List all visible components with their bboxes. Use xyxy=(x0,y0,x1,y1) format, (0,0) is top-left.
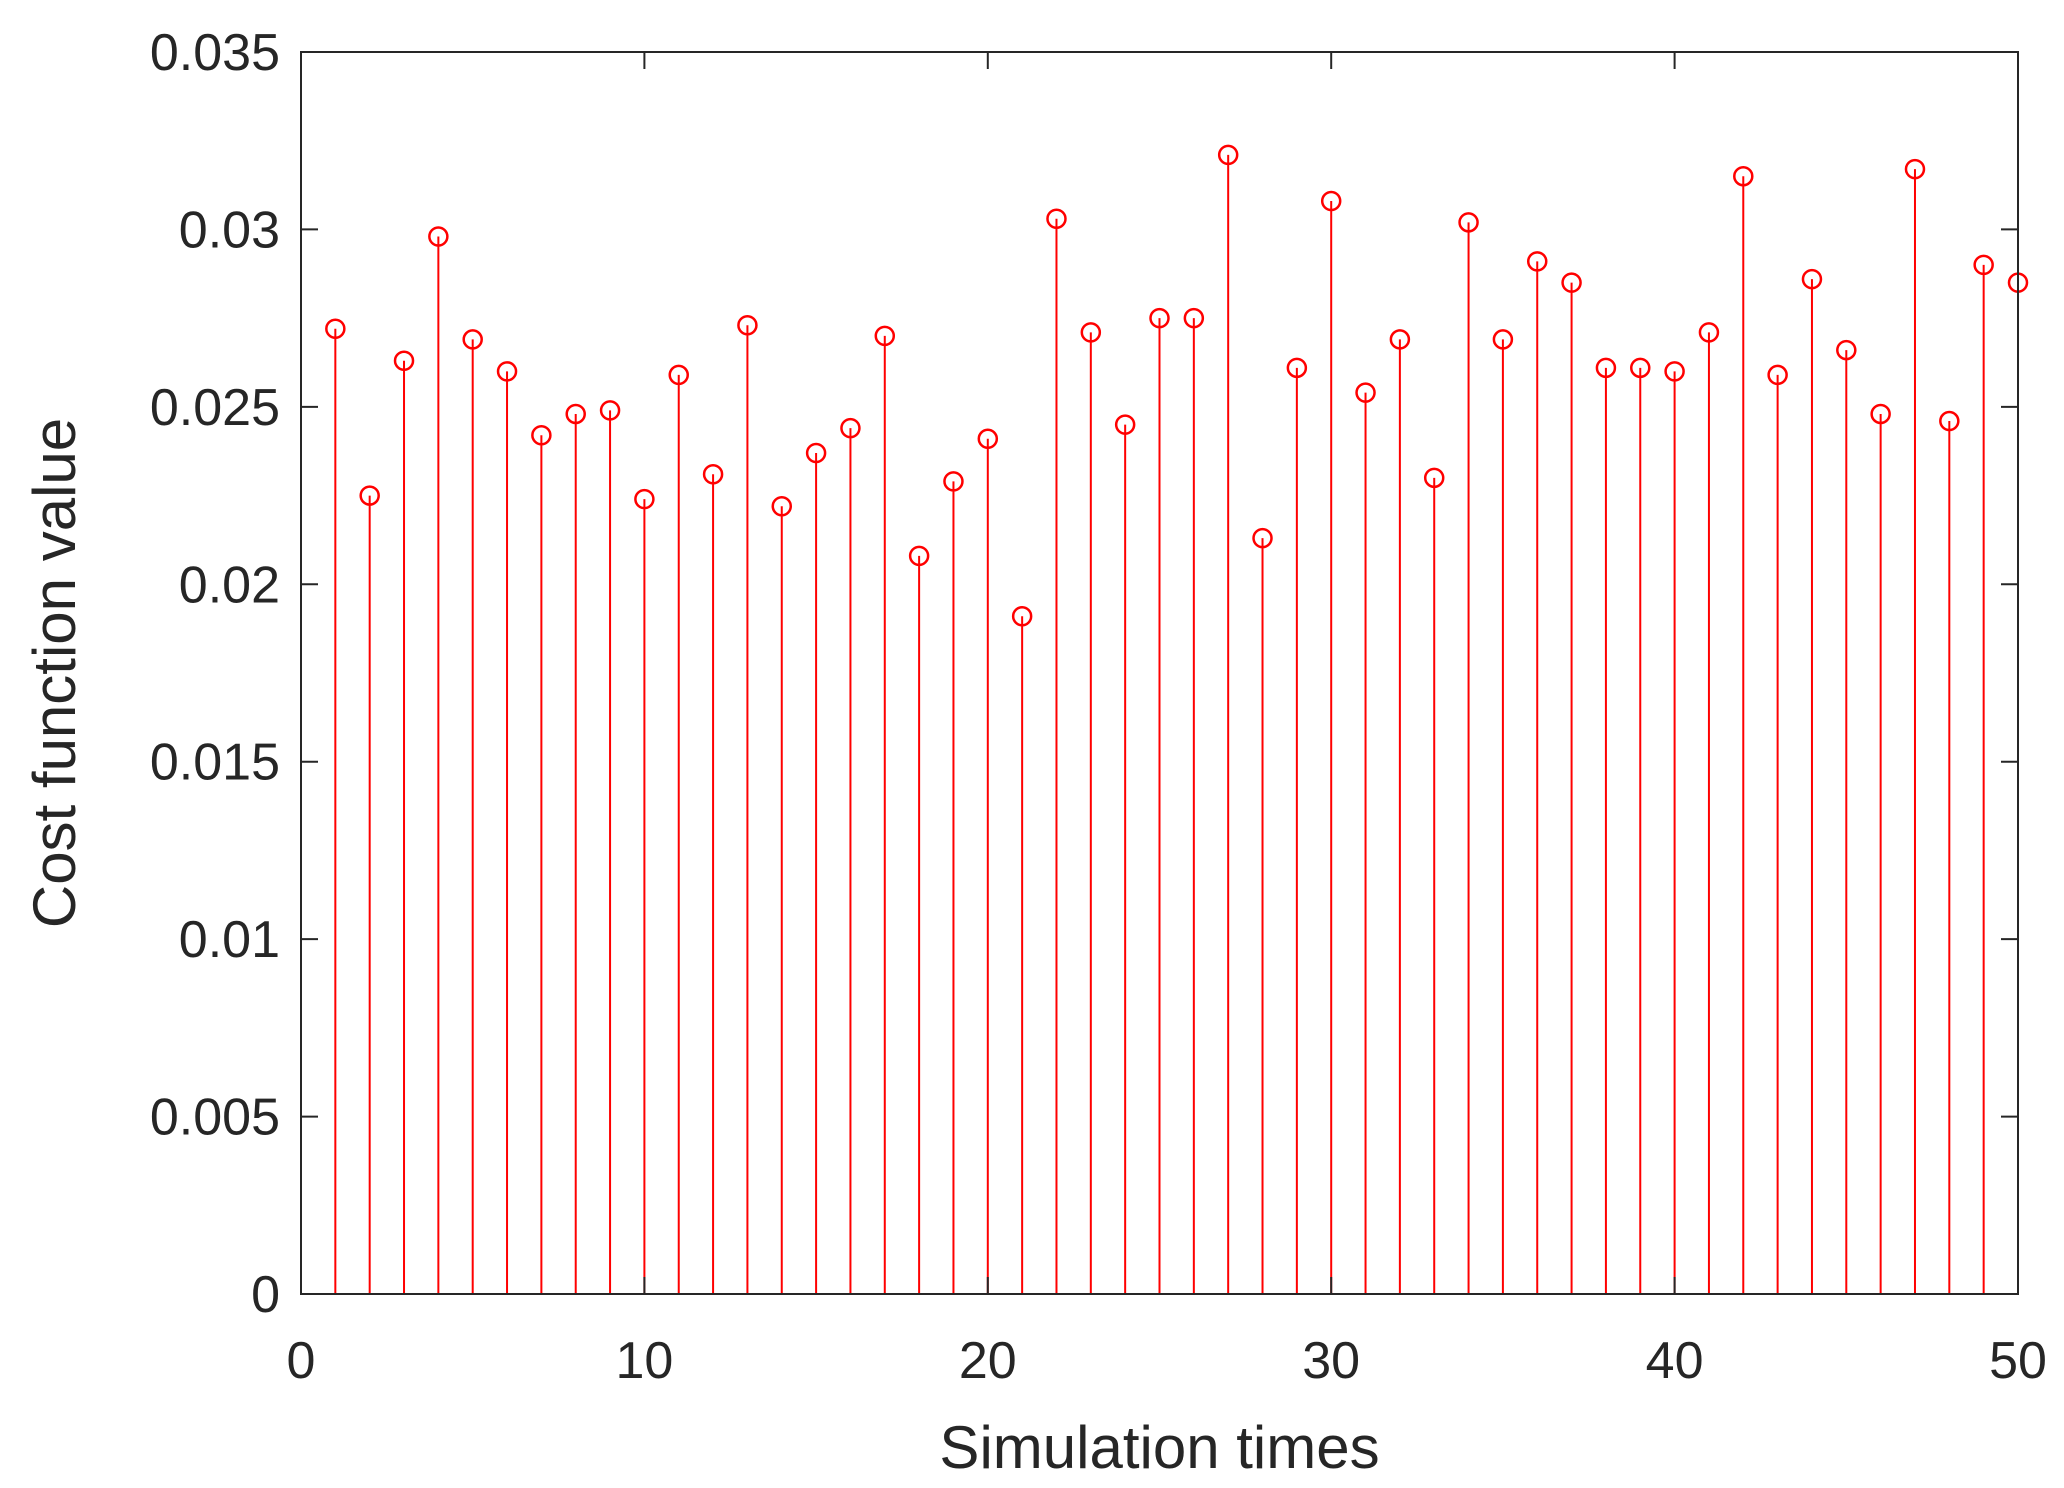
stem-marker xyxy=(1526,251,1548,272)
stem-marker xyxy=(1114,414,1136,435)
plot-frame xyxy=(300,51,2019,1295)
stem-marker xyxy=(874,325,896,347)
stem-marker xyxy=(737,314,758,336)
stem-marker xyxy=(668,364,689,386)
stem-marker xyxy=(1698,322,1720,343)
stem-marker xyxy=(531,424,552,446)
stem-marker xyxy=(1836,339,1857,361)
stem-marker xyxy=(977,428,999,450)
y-tick-labels: 0 0.005 0.01 0.015 0.02 0.025 0.03 0.035 xyxy=(150,24,280,1324)
stem-marker xyxy=(1767,364,1788,386)
stem-marker xyxy=(1423,467,1445,489)
stem-marker xyxy=(1217,144,1239,166)
stem-marker xyxy=(1664,361,1685,382)
x-tick-label: 10 xyxy=(615,1332,673,1390)
stem-marker xyxy=(393,350,415,371)
stem-marker xyxy=(1046,208,1067,230)
stem-marker xyxy=(599,400,621,421)
stem-marker xyxy=(1286,357,1308,379)
x-tick-label: 30 xyxy=(1302,1332,1360,1390)
stem-marker xyxy=(565,403,586,425)
x-axis-label: Simulation times xyxy=(939,1414,1379,1481)
stem-marker xyxy=(1011,605,1033,627)
y-tick-label: 0.035 xyxy=(150,24,280,82)
stem-marker xyxy=(840,417,861,439)
stem-marker xyxy=(1939,410,1960,432)
stem-marker xyxy=(1801,268,1823,290)
stem-marker xyxy=(462,329,483,350)
y-axis-label: Cost function value xyxy=(21,418,88,928)
stem-marker xyxy=(1320,190,1342,212)
stem-marker xyxy=(1252,527,1273,549)
stem-marker xyxy=(1183,307,1205,329)
y-tick-label: 0.02 xyxy=(179,556,280,614)
stem-marker xyxy=(1630,357,1651,379)
stem-marker xyxy=(1870,403,1891,425)
x-tick-label: 40 xyxy=(1646,1332,1704,1390)
y-tick-label: 0.015 xyxy=(150,734,280,792)
stem-marker xyxy=(325,318,346,340)
y-tick-label: 0.03 xyxy=(179,201,280,259)
y-tick-label: 0 xyxy=(251,1266,280,1324)
stem-marker xyxy=(943,471,964,492)
stem-marker xyxy=(634,488,655,510)
y-tick-label: 0.025 xyxy=(150,379,280,437)
x-tick-label: 50 xyxy=(1989,1332,2047,1390)
stem-marker xyxy=(1389,329,1411,350)
stem-marker xyxy=(1595,357,1617,379)
stem-marker xyxy=(702,464,724,485)
stem-marker xyxy=(1458,212,1479,233)
x-tick-label: 0 xyxy=(287,1332,316,1390)
stem-marker xyxy=(496,361,518,382)
y-tick-label: 0.005 xyxy=(150,1089,280,1147)
stem-marker xyxy=(1492,329,1514,350)
stem-marker xyxy=(771,495,793,517)
stem-marker xyxy=(805,442,827,464)
stem-marker xyxy=(1733,165,1754,187)
stem-marker xyxy=(1904,158,1926,180)
stem-marker xyxy=(1149,307,1170,329)
x-tick-label: 20 xyxy=(959,1332,1017,1390)
stem-marker xyxy=(428,226,449,247)
stem-marker xyxy=(1080,322,1102,343)
stem-series xyxy=(325,144,2029,1294)
stem-marker xyxy=(359,485,380,506)
stem-marker xyxy=(1973,254,1994,276)
stem-marker xyxy=(908,545,930,567)
stem-marker xyxy=(1355,382,1376,403)
x-tick-labels: 0 10 20 30 40 50 xyxy=(287,1332,2047,1390)
stem-marker xyxy=(1561,272,1582,293)
y-tick-label: 0.01 xyxy=(179,911,280,969)
